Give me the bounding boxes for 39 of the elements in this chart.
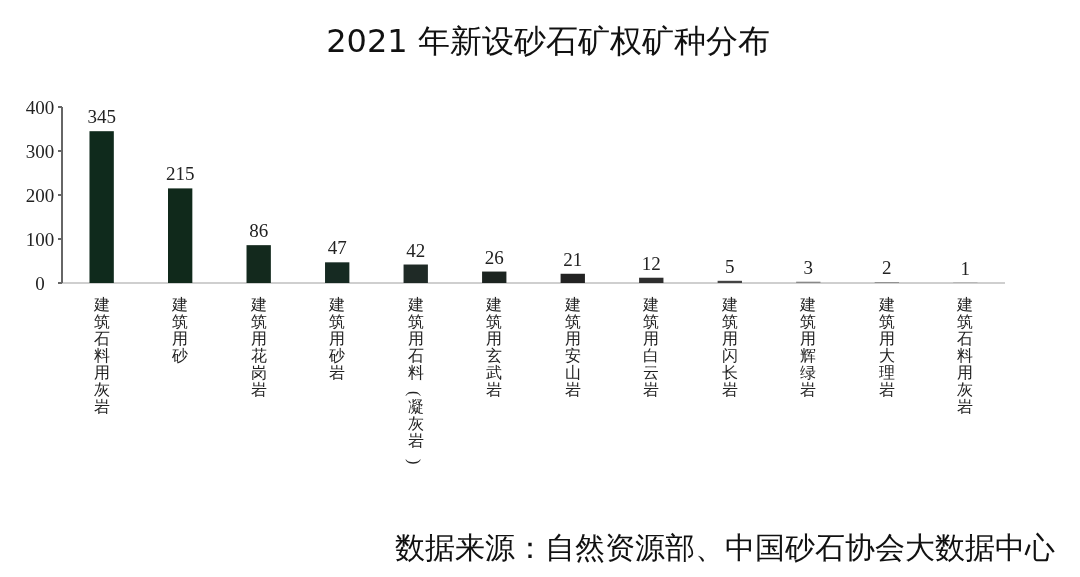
data-label: 86 bbox=[249, 220, 269, 242]
data-label: 5 bbox=[725, 255, 735, 277]
y-tick-label: 100 bbox=[25, 228, 55, 250]
source-note: 数据来源：自然资源部、中国砂石协会大数据中心 bbox=[395, 531, 1055, 564]
data-label: 12 bbox=[641, 252, 661, 274]
x-tick-label: 建筑用大理岩 bbox=[877, 296, 895, 398]
x-tick-label: 建筑用白云岩 bbox=[642, 296, 660, 398]
data-label: 215 bbox=[165, 163, 195, 185]
x-tick-label: 建筑用花岗岩 bbox=[249, 296, 267, 398]
bar bbox=[325, 262, 350, 283]
bar bbox=[403, 264, 428, 283]
data-label: 3 bbox=[803, 256, 814, 278]
x-tick-label: 建筑用砂 bbox=[171, 296, 189, 364]
bar bbox=[89, 131, 114, 283]
x-tick-label: 建筑石料用灰岩 bbox=[92, 296, 110, 415]
x-tick-label: 建筑用安山岩 bbox=[563, 296, 581, 398]
data-label: 26 bbox=[484, 246, 504, 268]
x-tick-label: 建筑用辉绿岩 bbox=[799, 296, 817, 398]
bar bbox=[639, 277, 664, 283]
bar bbox=[482, 271, 507, 283]
bar bbox=[560, 273, 585, 283]
data-label: 1 bbox=[960, 257, 971, 279]
y-tick-label: 200 bbox=[25, 184, 55, 206]
y-tick-label: 400 bbox=[25, 96, 55, 118]
data-label: 47 bbox=[327, 237, 347, 259]
y-tick-label: 300 bbox=[25, 140, 55, 162]
y-tick-label: 0 bbox=[35, 272, 45, 294]
data-label: 2 bbox=[882, 257, 892, 279]
category-label: 建筑用石料(凝灰岩) bbox=[406, 296, 424, 465]
bar bbox=[246, 245, 271, 283]
data-label: 42 bbox=[406, 239, 426, 261]
x-tick-label: 建筑用闪长岩 bbox=[720, 296, 738, 398]
x-tick-label: 建筑用砂岩 bbox=[328, 296, 346, 381]
x-tick-label: 建筑用玄武岩 bbox=[485, 296, 503, 398]
data-label: 21 bbox=[563, 248, 583, 270]
data-label: 345 bbox=[87, 106, 116, 128]
chart-title: 2021 年新设砂石矿权矿种分布 bbox=[326, 22, 770, 60]
x-tick-label: 建筑石料用灰岩 bbox=[956, 296, 974, 415]
bar bbox=[168, 188, 193, 283]
